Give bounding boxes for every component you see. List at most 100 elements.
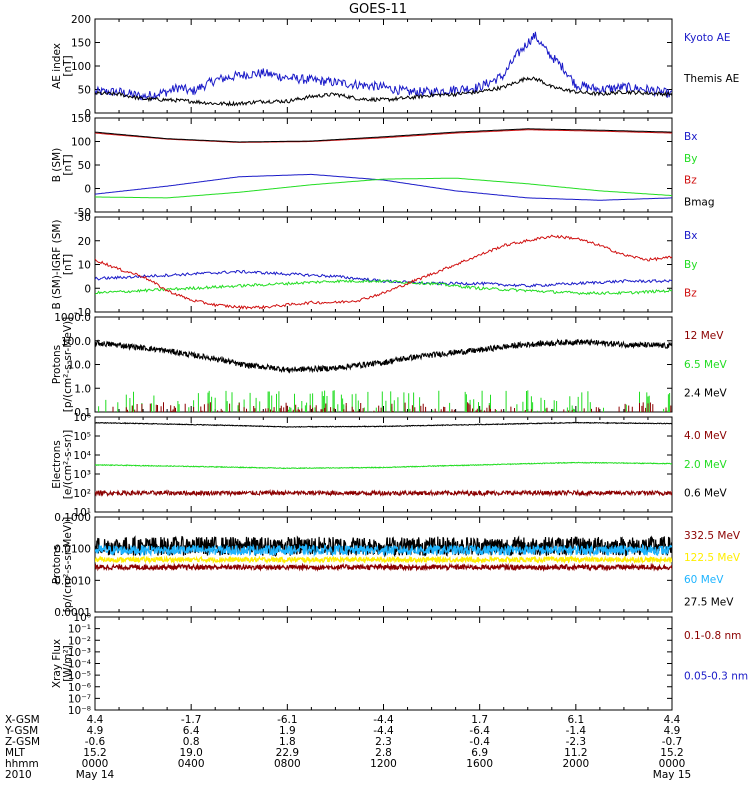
- series-group: [95, 31, 672, 107]
- legend-entry: By: [684, 153, 697, 165]
- legend-entry: 6.5 MeV: [684, 359, 728, 371]
- legend-entry: Themis AE: [683, 73, 739, 85]
- y-tick-label: 50: [78, 85, 91, 97]
- ephemeris-value: 6.1: [567, 714, 585, 726]
- ephemeris-value: -0.7: [661, 736, 683, 748]
- ephemeris-value: -4.4: [373, 714, 394, 726]
- series-27-5-mev: [95, 535, 672, 558]
- plot-title: GOES-11: [349, 2, 407, 17]
- series-bmag: [95, 128, 672, 143]
- ephemeris-value: 6.9: [471, 747, 489, 759]
- y-tick-label: 150: [71, 113, 91, 125]
- ephemeris-value: 1.9: [278, 725, 296, 737]
- legend-entry: 122.5 MeV: [684, 552, 741, 564]
- y-tick-label: 10⁻⁴: [68, 659, 91, 671]
- y-tick-label: 0.0100: [54, 544, 91, 556]
- y-tick-label: 0.0001: [54, 607, 91, 619]
- ephemeris-value: -2.3: [565, 736, 587, 748]
- legend-entry: 60 MeV: [684, 574, 724, 586]
- y-tick-label: 10⁻¹: [68, 624, 91, 636]
- series-kyoto-ae: [95, 31, 672, 101]
- legend-entry: Kyoto AE: [684, 32, 730, 44]
- y-tick-label: 100: [71, 137, 91, 149]
- ephemeris-value: -6.4: [469, 725, 490, 737]
- legend-entry: 27.5 MeV: [684, 596, 734, 608]
- series-332-5-mev: [95, 562, 672, 572]
- ephemeris-value: 15.2: [660, 747, 684, 759]
- y-tick-label: 10.0: [68, 360, 91, 372]
- ephemeris-value: 6.4: [182, 725, 200, 737]
- legend-entry: 0.6 MeV: [684, 488, 728, 500]
- ephemeris-row: Y-GSM 4.9 6.4 1.9 -4.4 -6.4 -1.4 4.9: [0, 726, 750, 737]
- legend-entry: Bx: [684, 230, 697, 242]
- y-axis-label: Xray Flux: [51, 639, 63, 688]
- y-tick-label: 10⁻⁷: [68, 693, 91, 705]
- y-tick-label: 10⁻⁸: [68, 705, 91, 717]
- y-tick-label: 1.0: [74, 383, 91, 395]
- ephemeris-value: 1.8: [278, 736, 296, 748]
- panel-frame: [94, 416, 673, 513]
- ephemeris-row-label: Y-GSM: [5, 725, 39, 737]
- y-tick-label: 10⁴: [73, 450, 91, 462]
- legend-entry: 2.4 MeV: [684, 388, 728, 400]
- y-axis-label: AE index: [51, 43, 63, 89]
- ephemeris-value: 0000: [81, 758, 109, 770]
- panel-protons_lo: 0.1000 0.0100 0.0010 0.0001 Protons [p/(cm²-s…: [51, 512, 741, 619]
- series-bx: [95, 269, 672, 288]
- y-tick-label: 10⁻⁶: [68, 682, 91, 694]
- series-group: [95, 234, 672, 310]
- y-tick-label: 10⁰: [73, 612, 91, 624]
- ephemeris-value: 1200: [370, 758, 397, 770]
- y-tick-label: 0: [84, 283, 91, 295]
- ephemeris-row: MLT 15.2 19.0 22.9 2.8 6.9 11.2 15.2: [0, 748, 750, 759]
- legend-entry: 12 MeV: [684, 330, 724, 342]
- legend-entry: 0.05-0.3 nm: [684, 670, 748, 682]
- ephemeris-value: May 15: [652, 769, 692, 781]
- y-tick-label: 10⁶: [73, 412, 91, 424]
- y-axis-label: [W/m²]: [62, 645, 74, 682]
- panel-ae: 200 150 100 50 0 AE index [nT] Kyoto AE Themis A…: [51, 14, 739, 120]
- series-themis-ae: [95, 76, 672, 107]
- series-by: [95, 177, 672, 199]
- series-122-5-mev: [95, 554, 672, 565]
- legend-entry: 4.0 MeV: [684, 430, 728, 442]
- ephemeris-row: hhmm 0000 0400 0800 1200 1600 2000 0000: [0, 759, 750, 770]
- y-tick-label: -10: [74, 307, 91, 319]
- y-tick-label: 1000.0: [54, 312, 91, 324]
- series-bx: [95, 173, 672, 201]
- ephemeris-value: -1.7: [180, 714, 202, 726]
- legend-entry: Bmag: [684, 197, 715, 209]
- y-axis-label: [nT]: [62, 154, 74, 175]
- ephemeris-value: 1.7: [471, 714, 489, 726]
- ephemeris-row-label: MLT: [5, 747, 25, 759]
- y-tick-label: 150: [71, 38, 91, 50]
- series-2-4-mev: [95, 338, 672, 374]
- series-group: [95, 535, 672, 572]
- y-axis-label: [nT]: [62, 55, 74, 76]
- ephemeris-value: 0000: [658, 758, 686, 770]
- y-tick-label: 30: [78, 212, 91, 224]
- series-bz: [95, 234, 672, 310]
- ephemeris-value: -6.1: [277, 714, 298, 726]
- panel-bigrf: 30 20 10 0 -10 B (SM)-IGRF (SM) [nT] Bx By Bz: [51, 212, 697, 319]
- ephemeris-value: May 14: [75, 769, 115, 781]
- y-tick-label: 10³: [73, 469, 91, 481]
- series-group: [95, 338, 672, 412]
- ephemeris-row: 2010 May 14 May 15: [0, 770, 750, 781]
- panel-electrons: 10⁶ 10⁵ 10⁴ 10³ 10² 10¹ Electrons [e/(cm²-s-sr)…: [51, 412, 728, 519]
- y-tick-label: 10¹: [73, 507, 91, 519]
- y-tick-label: 100: [71, 61, 91, 73]
- y-axis-label: B (SM)-IGRF (SM): [51, 219, 63, 309]
- panel-frame: [94, 216, 673, 313]
- legend-entry: Bx: [684, 131, 697, 143]
- ephemeris-value: 19.0: [179, 747, 203, 759]
- legend-entry: By: [684, 259, 697, 271]
- series-4-0-mev: [95, 488, 672, 498]
- ephemeris-value: 4.4: [663, 714, 681, 726]
- y-axis-label: B (SM): [51, 148, 63, 182]
- panel-frame: [94, 117, 673, 213]
- y-tick-label: 50: [78, 160, 91, 172]
- y-axis-label: Protons: [51, 345, 63, 384]
- ephemeris-value: -1.4: [565, 725, 587, 737]
